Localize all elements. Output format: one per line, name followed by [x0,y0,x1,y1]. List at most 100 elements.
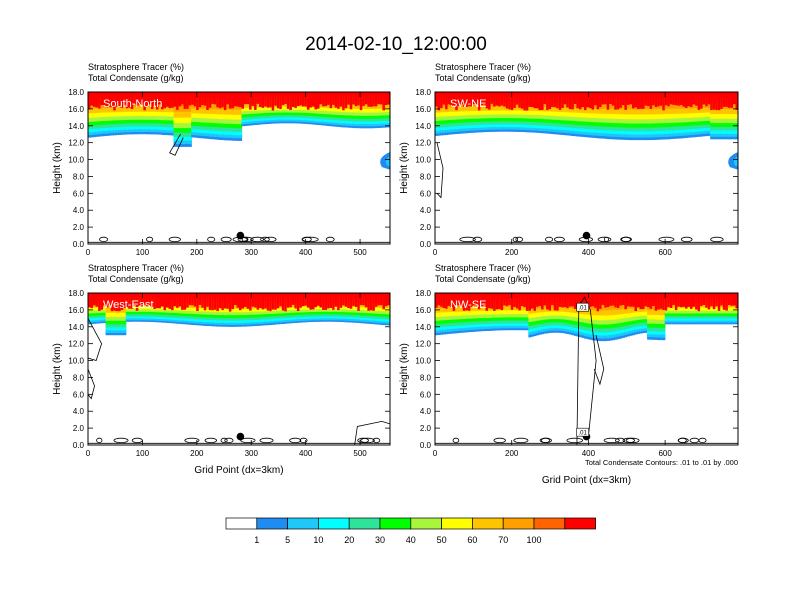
panel-title-line: Total Condensate (g/kg) [88,274,184,284]
x-tick-label: 0 [86,449,91,458]
x-axis-label: Grid Point (dx=3km) [542,475,631,486]
panel-title-line: Total Condensate (g/kg) [435,274,531,284]
contour-label: .01 [578,306,587,312]
x-tick-label: 0 [86,248,91,257]
x-tick-label: 400 [582,449,596,458]
colorbar-cell [533,517,566,530]
y-tick-label: 18.0 [68,88,84,97]
location-marker [236,231,245,240]
tracer-field [88,92,390,244]
panel-label: NW-SE [450,299,486,311]
y-tick-label: 4.0 [420,407,432,416]
colorbar-label: 1 [254,535,259,545]
y-tick-label: 14.0 [415,323,431,332]
x-tick-label: 0 [433,248,438,257]
panel-south-north: South-North Stratosphere Tracer (%)Total … [52,62,391,257]
colorbar-cell [441,517,473,530]
x-tick-label: 300 [245,449,259,458]
y-tick-label: 4.0 [420,206,432,215]
tracer-field [435,293,738,445]
y-axis-label: Height (km) [52,142,63,194]
x-tick-label: 500 [353,248,367,257]
condensate-contours [88,318,390,445]
tracer-field [435,92,738,244]
y-tick-label: 16.0 [415,306,431,315]
plot-frame [87,292,391,446]
panel-label: South-North [103,98,162,110]
y-tick-label: 2.0 [73,223,85,232]
y-tick-label: 10.0 [415,156,431,165]
colorbar-label: 50 [437,535,447,545]
y-tick-label: 18.0 [415,289,431,298]
y-tick-label: 0.0 [73,240,85,249]
colorbar-cell [318,517,350,530]
y-tick-label: 8.0 [73,373,85,382]
y-axis-label: Height (km) [399,343,410,395]
y-tick-label: 4.0 [73,407,85,416]
colorbar-cell [379,517,412,530]
y-axis-label: Height (km) [52,343,63,395]
colorbar-cell [410,517,442,530]
colorbar-cell [225,517,258,530]
x-tick-label: 400 [299,248,313,257]
x-tick-label: 400 [582,248,596,257]
x-tick-label: 0 [433,449,438,458]
plot-frame [434,91,739,245]
panel-title-line: Stratosphere Tracer (%) [88,263,184,273]
y-axis-label: Height (km) [399,142,410,194]
panel-sw-ne: SW-NE Stratosphere Tracer (%)Total Conden… [399,62,739,257]
x-tick-label: 200 [505,449,519,458]
x-tick-label: 600 [658,248,672,257]
y-tick-label: 6.0 [420,390,432,399]
panel-west-east: West-East Stratosphere Tracer (%)Total Co… [52,263,391,476]
y-tick-label: 4.0 [73,206,85,215]
y-tick-label: 16.0 [68,306,84,315]
x-tick-label: 200 [505,248,519,257]
colorbar-cell [502,517,535,530]
y-tick-label: 2.0 [420,223,432,232]
plot-frame [87,91,391,245]
y-tick-label: 6.0 [420,189,432,198]
x-tick-label: 500 [353,449,367,458]
panel-title-line: Total Condensate (g/kg) [435,73,531,83]
colorbar-cell [256,517,288,530]
colorbar: 1 5 10 20 30 40 50 60 70 100 [225,517,596,545]
figure-title: 2014-02-10_12:00:00 [305,34,487,55]
tracer-field [88,293,390,445]
y-tick-label: 12.0 [68,139,84,148]
contour-note: Total Condensate Contours: .01 to .01 by… [585,458,738,467]
y-tick-label: 12.0 [68,340,84,349]
y-tick-label: 10.0 [415,357,431,366]
y-tick-label: 8.0 [420,172,432,181]
colorbar-label: 40 [406,535,416,545]
plot-frame [434,292,739,446]
x-tick-label: 100 [136,449,150,458]
y-tick-label: 0.0 [420,240,432,249]
y-tick-label: 18.0 [415,88,431,97]
colorbar-cell [564,517,596,530]
x-tick-label: 100 [136,248,150,257]
x-tick-label: 600 [658,449,672,458]
colorbar-cell [348,517,381,530]
colorbar-label: 20 [344,535,354,545]
x-axis-label: Grid Point (dx=3km) [194,465,283,476]
x-tick-label: 200 [190,248,204,257]
colorbar-label: 60 [467,535,477,545]
colorbar-label: 5 [285,535,290,545]
condensate-contours [435,142,738,243]
y-tick-label: 16.0 [68,105,84,114]
y-tick-label: 2.0 [73,424,85,433]
contour-label: .01 [578,431,587,437]
colorbar-label: 30 [375,535,385,545]
panel-title-line: Total Condensate (g/kg) [88,73,184,83]
x-tick-label: 200 [190,449,204,458]
y-tick-label: 18.0 [68,289,84,298]
y-tick-label: 6.0 [73,189,85,198]
panel-title-line: Stratosphere Tracer (%) [88,62,184,72]
y-tick-label: 12.0 [415,139,431,148]
colorbar-cell [472,517,504,530]
y-tick-label: 8.0 [420,373,432,382]
